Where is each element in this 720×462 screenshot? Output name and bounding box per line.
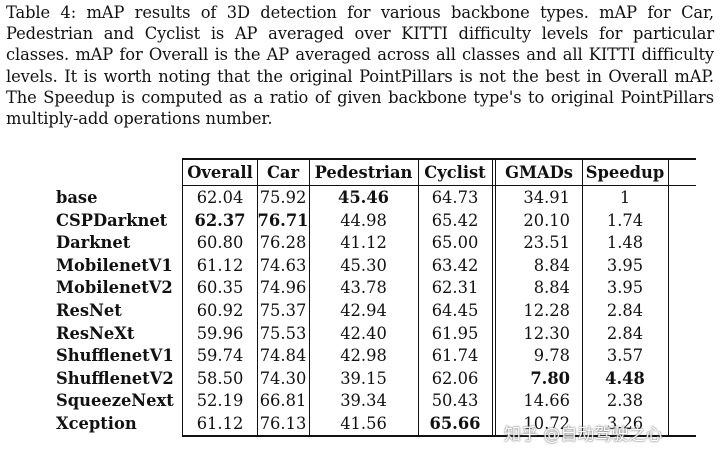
column-rule	[182, 158, 183, 437]
table-cell: 65.42	[431, 210, 479, 230]
table-cell: 75.53	[259, 323, 307, 343]
table-cell: 2.84	[606, 323, 644, 343]
column-header: Pedestrian	[314, 163, 413, 182]
table-cell: 3.26	[606, 414, 644, 433]
column-rule	[582, 158, 583, 437]
row-label: SqueezeNext	[56, 391, 174, 411]
table-cell: 65.66	[429, 414, 481, 433]
column-header: Car	[266, 163, 300, 182]
row-label: base	[56, 188, 98, 207]
table-header-rule	[182, 185, 696, 186]
table-cell: 14.66	[523, 391, 570, 411]
table-cell: 1.74	[606, 210, 644, 230]
column-rule	[309, 158, 310, 437]
table-cell: 39.15	[340, 368, 387, 388]
table-cell: 76.13	[259, 414, 307, 433]
table-cell: 64.45	[431, 301, 479, 320]
row-label: MobilenetV1	[56, 255, 173, 275]
table-cell: 65.00	[431, 233, 479, 253]
table-cell: 3.57	[606, 346, 644, 366]
table-cell: 34.91	[523, 188, 570, 207]
table-cell: 42.40	[340, 323, 387, 343]
table-cell: 41.56	[340, 414, 387, 433]
table-cell: 74.30	[259, 368, 307, 388]
table-cell: 52.19	[196, 391, 244, 411]
table-cell: 42.94	[340, 301, 387, 320]
table-cell: 75.37	[259, 301, 307, 320]
table-cell: 44.98	[340, 210, 387, 230]
table-cell: 1.48	[606, 233, 644, 253]
table-cell: 62.31	[431, 278, 479, 298]
table-cell: 8.84	[533, 278, 570, 298]
column-rule	[257, 158, 258, 437]
table-cell: 3.95	[606, 255, 644, 275]
table-cell: 45.30	[340, 255, 387, 275]
table-cell: 2.84	[606, 301, 644, 320]
row-label: ResNeXt	[56, 323, 135, 343]
table-cell: 63.42	[431, 255, 479, 275]
table-cell: 12.28	[523, 301, 570, 320]
table-cell: 4.48	[605, 368, 645, 388]
table-cell: 74.96	[259, 278, 307, 298]
table-cell: 76.71	[257, 210, 309, 230]
table-cell: 7.80	[530, 368, 570, 388]
table-cell: 20.10	[523, 210, 570, 230]
table-cell: 74.63	[259, 255, 307, 275]
table-cell: 76.28	[259, 233, 307, 253]
column-header: GMADs	[505, 163, 573, 182]
column-header: Cyclist	[424, 163, 486, 182]
table-cell: 75.92	[259, 188, 307, 207]
row-label: Darknet	[56, 233, 131, 253]
table-cell: 43.78	[340, 278, 387, 298]
table-cell: 41.12	[340, 233, 387, 253]
table-bottom-rule	[182, 435, 696, 437]
table-top-rule	[182, 158, 696, 160]
column-rule	[492, 158, 493, 437]
table-cell: 50.43	[431, 391, 479, 411]
table-cell: 59.74	[196, 346, 244, 366]
table-cell: 60.80	[196, 233, 244, 253]
table-cell: 23.51	[523, 233, 570, 253]
table-cell: 66.81	[259, 391, 307, 411]
table-caption: Table 4: mAP results of 3D detection for…	[6, 2, 714, 129]
table-cell: 3.95	[606, 278, 644, 298]
table-cell: 59.96	[196, 323, 244, 343]
table-cell: 64.73	[431, 188, 479, 207]
table-cell: 10.72	[523, 414, 570, 433]
table-cell: 61.95	[431, 323, 479, 343]
table-cell: 9.78	[533, 346, 570, 366]
results-table: Overall Car Pedestrian Cyclist GMADs Speedup b…	[56, 158, 696, 438]
table-cell: 61.74	[431, 346, 479, 366]
row-label: CSPDarknet	[56, 210, 168, 230]
table-cell: 12.30	[523, 323, 570, 343]
column-rule	[668, 158, 669, 437]
table-cell: 39.34	[340, 391, 387, 411]
table-cell: 60.92	[196, 301, 244, 320]
table-cell: 1	[619, 188, 631, 207]
table-cell: 62.37	[194, 210, 246, 230]
column-header: Overall	[187, 163, 253, 182]
table-cell: 45.46	[338, 188, 389, 207]
table-cell: 61.12	[196, 414, 244, 433]
table-cell: 58.50	[196, 368, 244, 388]
table-cell: 42.98	[340, 346, 387, 366]
row-label: MobilenetV2	[56, 278, 173, 298]
caption-text: Table 4: mAP results of 3D detection for…	[6, 3, 714, 129]
column-rule	[418, 158, 419, 437]
watermark: 知乎 @自动驾驶之心	[504, 425, 663, 445]
row-label: Xception	[56, 414, 137, 433]
row-label: ResNet	[56, 301, 122, 320]
table-cell: 60.35	[196, 278, 244, 298]
row-label: ShufflenetV2	[56, 368, 174, 388]
table-cell: 62.06	[431, 368, 479, 388]
table-cell: 74.84	[259, 346, 307, 366]
row-label: ShufflenetV1	[56, 346, 174, 366]
table-cell: 61.12	[196, 255, 244, 275]
column-header: Speedup	[585, 163, 665, 182]
table-cell: 2.38	[606, 391, 644, 411]
column-rule	[495, 158, 496, 437]
table-cell: 8.84	[533, 255, 570, 275]
table-cell: 62.04	[196, 188, 244, 207]
